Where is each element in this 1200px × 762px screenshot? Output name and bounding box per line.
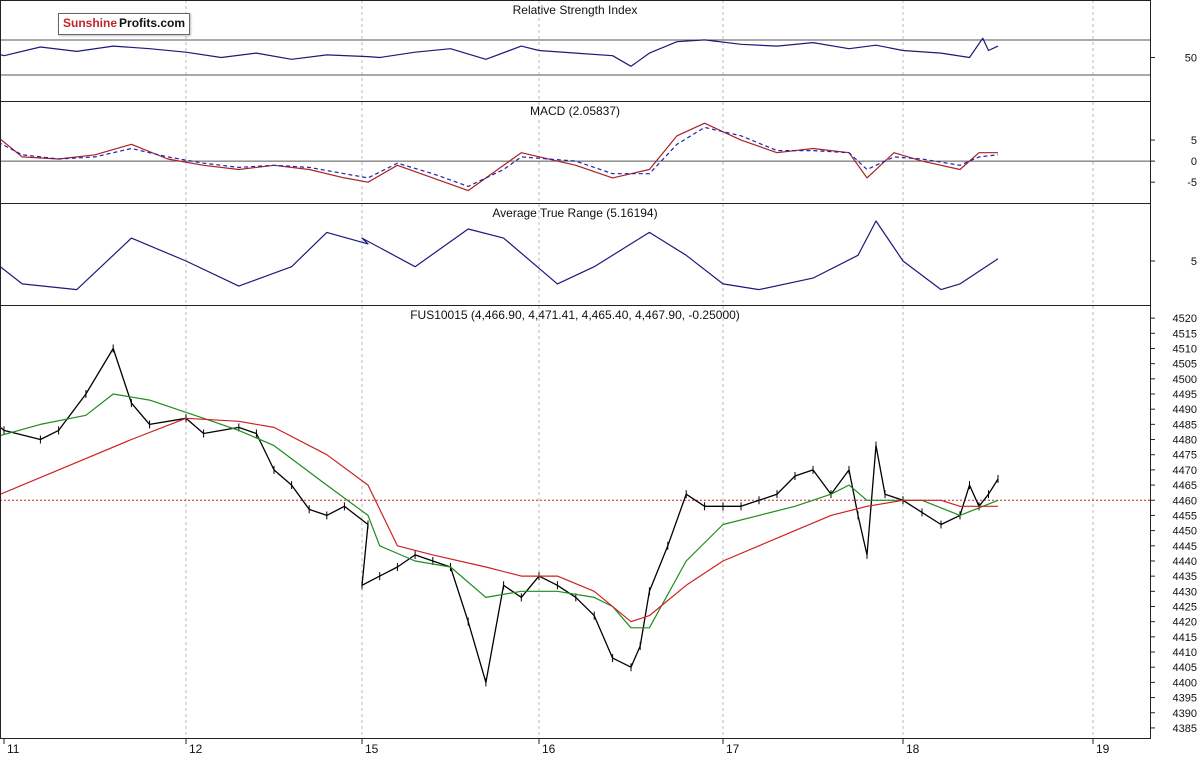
macd-panel-title: MACD (2.05837) [530, 104, 620, 118]
series-layer [0, 37, 999, 687]
price-y-tick-label: 4390 [1173, 708, 1197, 720]
price-y-tick-label: 4515 [1173, 328, 1197, 340]
macd-y-tick-label: -5 [1187, 177, 1197, 189]
logo-part-sunshine: Sunshine [59, 14, 120, 34]
price-y-tick-label: 4415 [1173, 632, 1197, 644]
short-moving-average-line [0, 393, 999, 629]
macd-line [0, 122, 998, 192]
x-tick-label: 15 [365, 742, 379, 756]
price-y-tick-label: 4490 [1173, 404, 1197, 416]
price-y-tick-label: 4520 [1173, 313, 1197, 325]
atr-panel-title: Average True Range (5.16194) [492, 206, 657, 220]
price-y-tick-label: 4495 [1173, 389, 1197, 401]
price-y-tick-label: 4480 [1173, 435, 1197, 447]
rsi-panel-title: Relative Strength Index [513, 3, 638, 17]
price-y-tick-label: 4500 [1173, 374, 1197, 386]
long-moving-average-line [0, 417, 998, 623]
x-tick-label: 18 [906, 742, 920, 756]
price-y-tick-label: 4440 [1173, 556, 1197, 568]
sunshine-profits-logo: Sunshine Profits.com [58, 13, 191, 35]
atr-series-line [0, 220, 999, 291]
macd-y-tick-label: 5 [1191, 135, 1197, 147]
price-y-tick-label: 4485 [1173, 419, 1197, 431]
x-tick-label: 19 [1096, 742, 1110, 756]
price-line [0, 347, 999, 684]
price-y-tick-label: 4465 [1173, 480, 1197, 492]
price-y-tick-label: 4425 [1173, 602, 1197, 614]
price-y-tick-label: 4510 [1173, 343, 1197, 355]
x-tick-label: 17 [726, 742, 740, 756]
price-y-tick-label: 4475 [1173, 450, 1197, 462]
price-y-tick-label: 4400 [1173, 677, 1197, 689]
x-tick-label: 11 [7, 742, 20, 756]
price-y-tick-label: 4430 [1173, 586, 1197, 598]
rsi-series-line [0, 37, 999, 67]
x-tick-label: 12 [189, 742, 203, 756]
atr-y-tick-label: 5 [1191, 256, 1197, 268]
price-y-tick-label: 4385 [1173, 723, 1197, 735]
x-tick-label: 16 [542, 742, 556, 756]
macd-y-tick-label: 0 [1191, 156, 1197, 168]
price-y-tick-label: 4420 [1173, 617, 1197, 629]
price-y-tick-label: 4405 [1173, 662, 1197, 674]
price-y-tick-label: 4435 [1173, 571, 1197, 583]
price-y-tick-label: 4460 [1173, 495, 1197, 507]
price-y-tick-label: 4505 [1173, 359, 1197, 371]
price-y-tick-label: 4470 [1173, 465, 1197, 477]
logo-part-profits: Profits.com [119, 14, 190, 34]
price-y-tick-label: 4455 [1173, 510, 1197, 522]
price-y-tick-label: 4445 [1173, 541, 1197, 553]
price-panel-title: FUS10015 (4,466.90, 4,471.41, 4,465.40, … [410, 308, 740, 322]
price-y-tick-label: 4395 [1173, 693, 1197, 705]
price-y-tick-label: 4450 [1173, 526, 1197, 538]
rsi-y-tick-label: 50 [1185, 53, 1197, 65]
frame-layer [0, 0, 1155, 744]
price-panel-frame [0, 305, 1151, 739]
price-y-tick-label: 4410 [1173, 647, 1197, 659]
macd-signal-line [0, 126, 999, 187]
grid-layer [0, 0, 1150, 738]
